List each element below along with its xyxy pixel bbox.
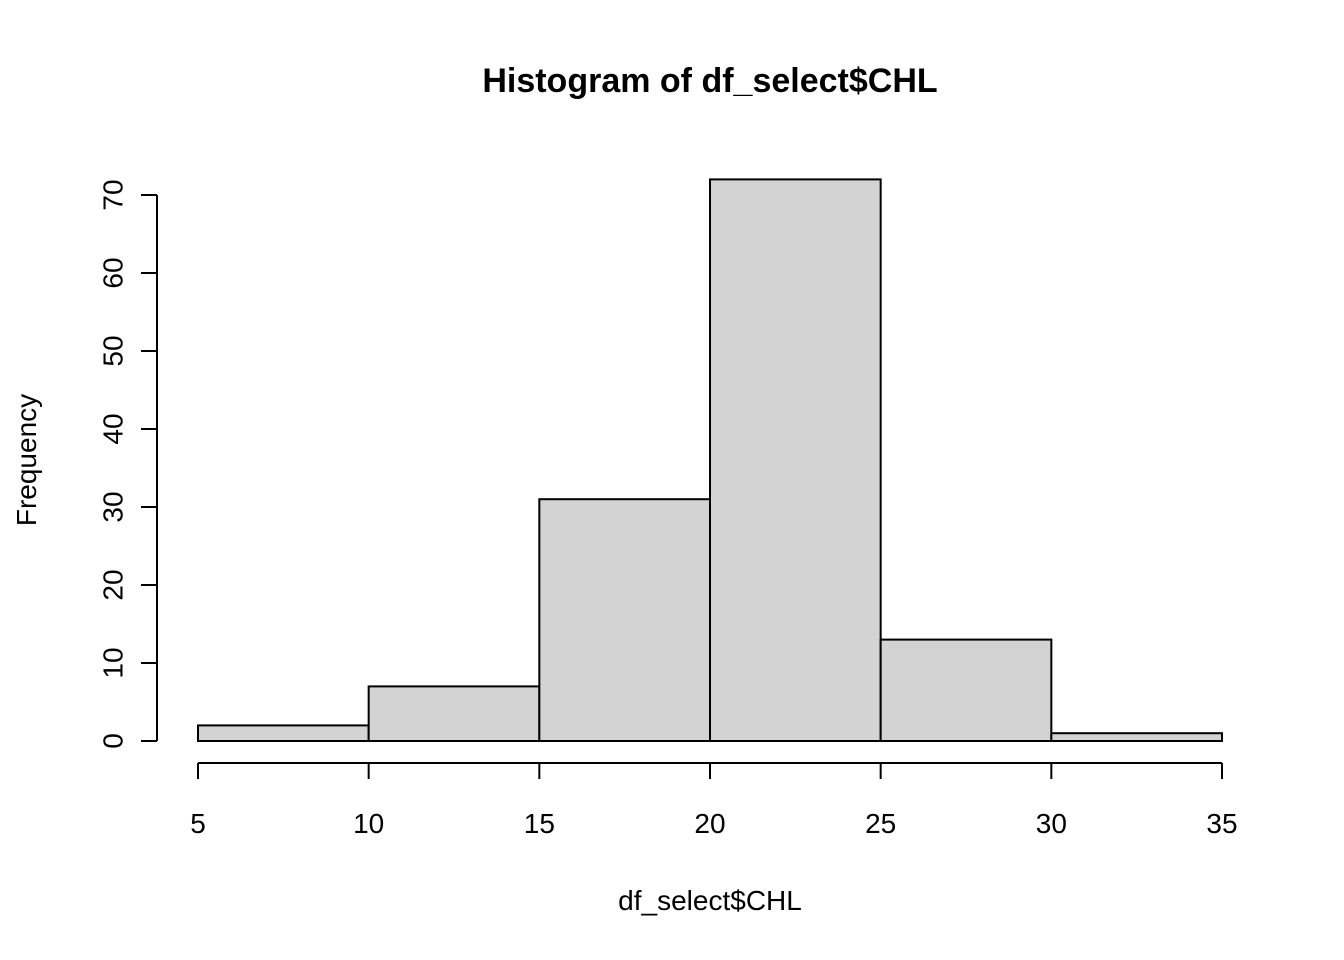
- bars-group: [197, 178, 1224, 743]
- x-axis: 5 10 15 20 25 30 35: [190, 762, 1238, 839]
- histogram-bar-5-10: [197, 724, 370, 743]
- y-tick-label-60: 60: [98, 257, 129, 288]
- y-tick-label-70: 70: [98, 179, 129, 210]
- chart-title: Histogram of df_select$CHL: [482, 62, 937, 100]
- y-tick-label-30: 30: [98, 491, 129, 522]
- y-tick-label-50: 50: [98, 335, 129, 366]
- y-tick-label-20: 20: [98, 569, 129, 600]
- x-tick-label-20: 20: [694, 808, 725, 839]
- x-tick-label-15: 15: [524, 808, 555, 839]
- histogram-bar-30-35: [1050, 732, 1224, 743]
- x-tick-label-35: 35: [1206, 808, 1237, 839]
- y-axis-label: Frequency: [11, 394, 42, 526]
- y-axis: 0 10 20 30 40 50 60 70: [98, 179, 158, 749]
- histogram-bar-10-15: [367, 685, 541, 743]
- x-tick-label-10: 10: [353, 808, 384, 839]
- y-tick-label-10: 10: [98, 647, 129, 678]
- histogram-bar-15-20: [538, 498, 711, 743]
- histogram-bar-25-30: [879, 638, 1053, 742]
- x-tick-label-30: 30: [1036, 808, 1067, 839]
- histogram-bar-20-25: [709, 178, 882, 742]
- x-tick-label-25: 25: [865, 808, 896, 839]
- x-tick-label-5: 5: [190, 808, 206, 839]
- y-tick-label-40: 40: [98, 413, 129, 444]
- x-axis-label: df_select$CHL: [618, 885, 802, 916]
- y-tick-label-0: 0: [98, 733, 129, 749]
